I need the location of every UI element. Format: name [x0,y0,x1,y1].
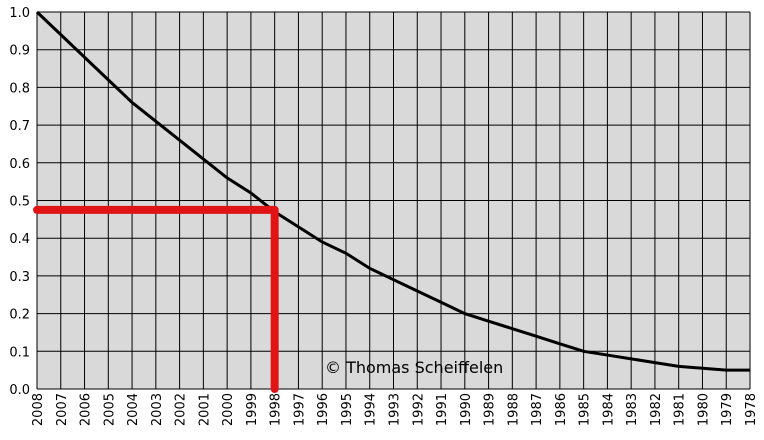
x-tick-label: 1979 [720,393,735,426]
x-tick-label: 1992 [411,393,426,426]
x-tick-label: 2002 [174,393,189,426]
x-tick-label: 1991 [435,393,450,426]
x-tick-label: 2007 [55,393,70,426]
x-tick-label: 1998 [269,393,284,426]
x-tick-label: 1990 [459,393,474,426]
x-tick-label: 2003 [150,393,165,426]
x-tick-label: 1978 [744,393,759,426]
annotation: © Thomas Scheiffelen [325,358,503,377]
x-tick-label: 1996 [316,393,331,426]
x-tick-label: 1993 [388,393,403,426]
y-tick-label: 0.0 [9,383,30,398]
y-tick-label: 0.3 [9,270,30,285]
y-tick-label: 0.7 [9,119,30,134]
x-tick-label: 2008 [31,393,46,426]
x-tick-label: 1987 [530,393,545,426]
y-tick-label: 0.6 [9,157,30,172]
x-tick-label: 1988 [506,393,521,426]
x-tick-label: 1995 [340,393,355,426]
x-tick-label: 1980 [696,393,711,426]
x-tick-label: 2004 [126,393,141,426]
x-tick-label: 1986 [554,393,569,426]
y-tick-label: 0.8 [9,81,30,96]
y-tick-label: 1.0 [9,6,30,21]
y-tick-label: 0.2 [9,308,30,323]
x-tick-label: 1982 [649,393,664,426]
x-tick-label: 2005 [102,393,117,426]
x-tick-label: 2006 [79,393,94,426]
x-tick-label: 1984 [601,393,616,426]
x-tick-label: 1997 [292,393,307,426]
y-tick-label: 0.4 [9,232,30,247]
line-series [35,10,750,372]
x-tick-label: 2001 [197,393,212,426]
x-tick-label: 1994 [364,393,379,426]
x-tick-label: 1983 [625,393,640,426]
y-tick-label: 0.1 [9,345,30,360]
y-tick-label: 0.9 [9,44,30,59]
x-tick-label: 1989 [483,393,498,426]
y-tick-label: 0.5 [9,195,30,210]
x-tick-label: 1981 [673,393,688,426]
x-tick-label: 2000 [221,393,236,426]
x-tick-label: 1999 [245,393,260,426]
x-tick-label: 1985 [578,393,593,426]
